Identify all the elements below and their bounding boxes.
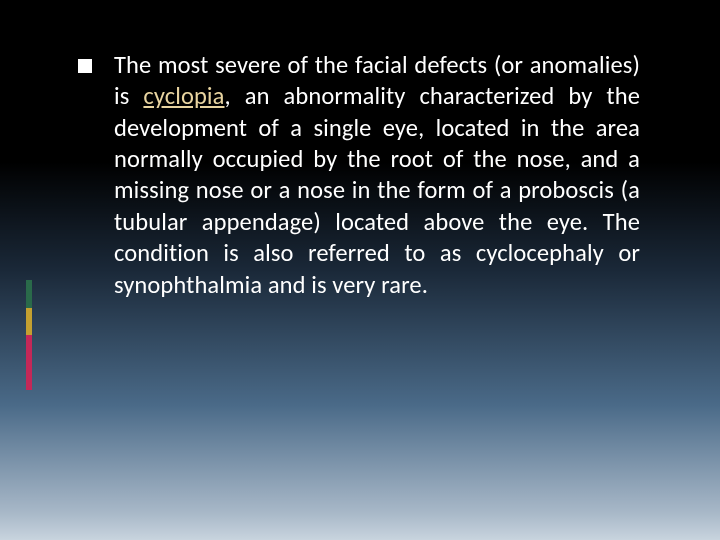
bullet-item: The most severe of the facial defects (o… [78,50,640,301]
cyclopia-link[interactable]: cyclopia [143,81,224,111]
accent-bar-4 [26,363,32,391]
accent-bar-1 [26,280,32,308]
text-after-link: , an abnormality characterized by the de… [114,81,646,299]
square-bullet-icon [78,59,92,73]
accent-bar-2 [26,308,32,336]
body-paragraph: The most severe of the facial defects (o… [114,50,640,301]
accent-bars [26,280,32,390]
content-area: The most severe of the facial defects (o… [78,50,640,301]
slide: The most severe of the facial defects (o… [0,0,720,540]
accent-bar-3 [26,335,32,363]
